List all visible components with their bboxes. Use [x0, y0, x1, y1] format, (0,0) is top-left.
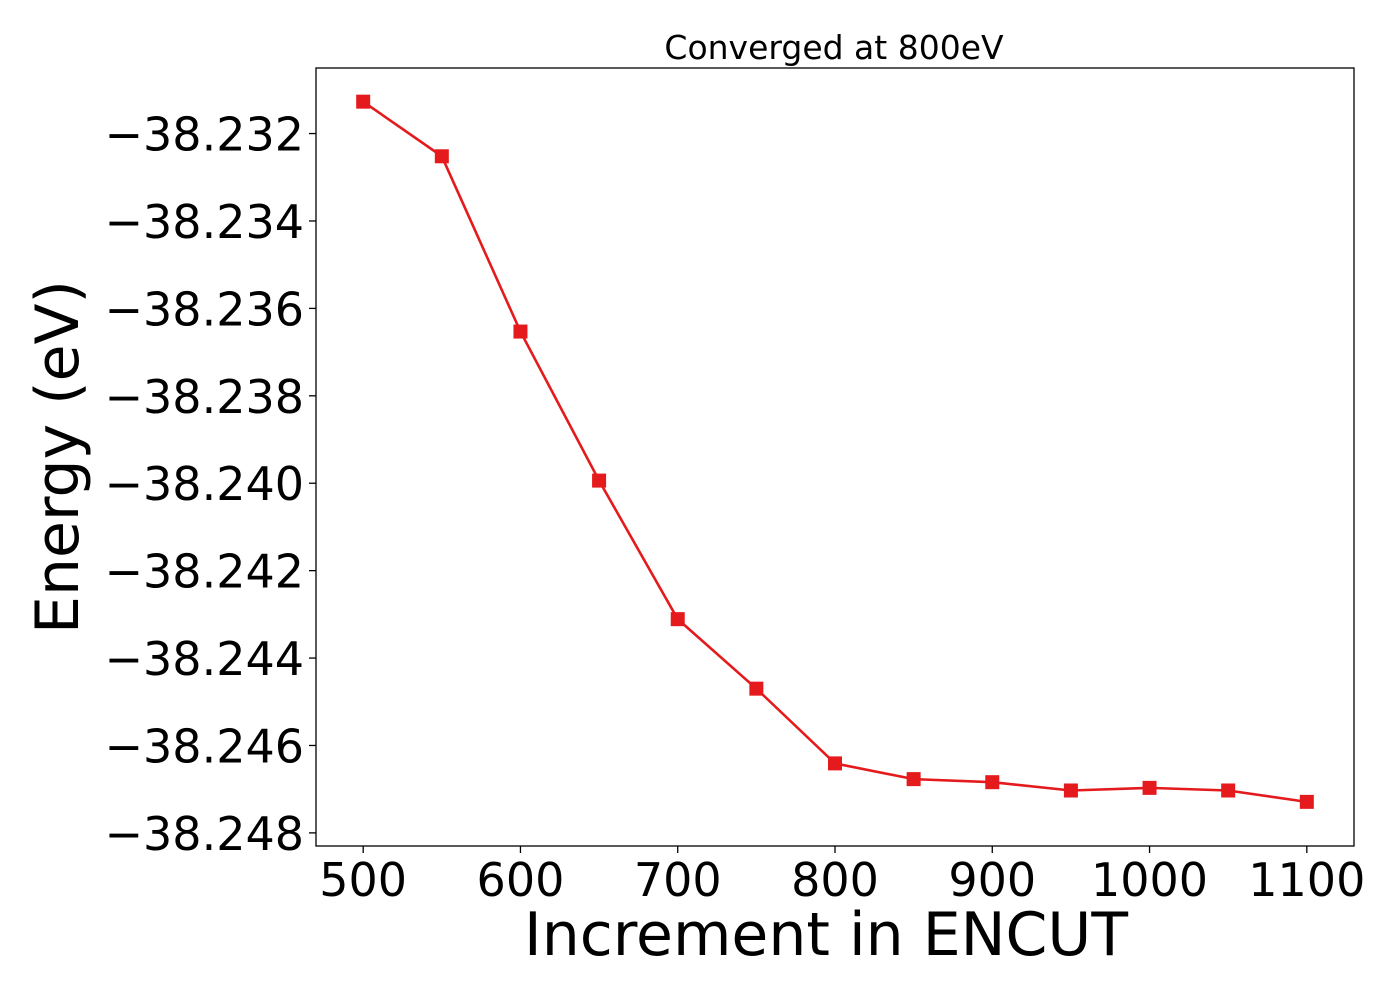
x-axis-ticks: 500 600 700 800 900 1000 1100	[319, 846, 1365, 907]
data-point-marker	[749, 681, 764, 696]
x-tick-label: 500	[319, 853, 407, 907]
y-tick-label: −38.232	[105, 108, 305, 162]
chart-title: Converged at 800eV	[664, 28, 1004, 67]
y-axis-ticks: −38.232 −38.234 −38.236 −38.238 −38.240 −38.2…	[105, 108, 316, 861]
data-point-marker	[356, 94, 371, 109]
y-tick-label: −38.242	[105, 545, 305, 599]
x-tick-label: 1100	[1248, 853, 1365, 907]
y-tick-label: −38.248	[105, 807, 305, 861]
y-tick-label: −38.240	[105, 457, 305, 511]
data-point-marker	[670, 612, 685, 627]
y-axis-title: Energy (eV)	[23, 280, 93, 634]
data-point-marker	[434, 149, 449, 164]
data-point-marker	[828, 756, 842, 771]
data-point-marker	[1299, 794, 1314, 809]
data-point-marker	[513, 324, 528, 339]
data-point-marker	[906, 772, 921, 787]
data-point-marker	[1221, 783, 1236, 798]
data-point-marker	[1142, 780, 1157, 795]
y-tick-label: −38.234	[105, 195, 305, 249]
series-layer	[356, 94, 1314, 809]
x-tick-label: 800	[791, 853, 879, 907]
data-point-marker	[985, 775, 1000, 790]
y-tick-label: −38.246	[105, 719, 305, 773]
x-tick-label: 700	[634, 853, 722, 907]
data-point-marker	[592, 473, 607, 488]
y-tick-label: −38.236	[105, 282, 305, 336]
y-tick-label: −38.238	[105, 370, 305, 424]
x-tick-label: 1000	[1091, 853, 1208, 907]
y-tick-label: −38.244	[105, 632, 305, 686]
data-point-marker	[1063, 783, 1078, 798]
x-tick-label: 600	[477, 853, 565, 907]
x-axis-title: Increment in ENCUT	[524, 900, 1128, 970]
x-tick-label: 900	[948, 853, 1036, 907]
